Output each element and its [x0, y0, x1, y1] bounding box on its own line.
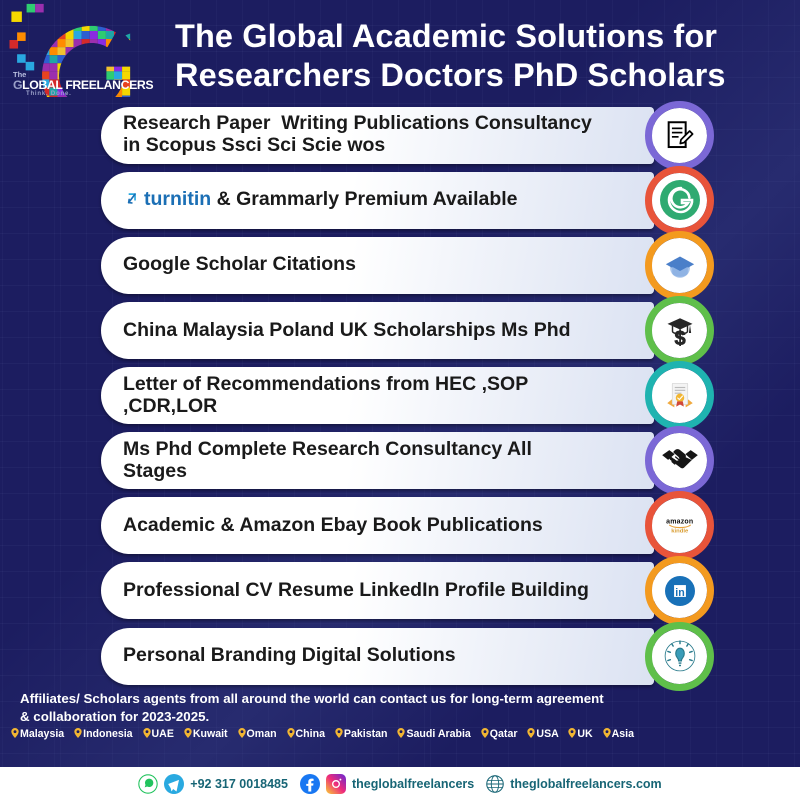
svg-text:$: $ [674, 328, 685, 346]
svg-text:in: in [675, 587, 684, 599]
